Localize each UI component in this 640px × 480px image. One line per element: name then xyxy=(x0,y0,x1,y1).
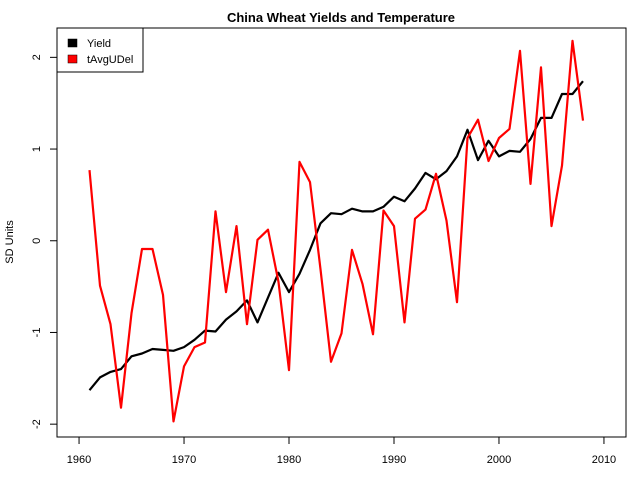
series-tavgudel xyxy=(88,39,585,423)
x-tick-label: 1970 xyxy=(172,454,196,466)
legend-swatch-yield xyxy=(67,38,78,48)
y-axis-label: SD Units xyxy=(4,220,16,264)
legend-box xyxy=(56,27,144,73)
y-tick-label: 2 xyxy=(31,54,43,60)
x-tick-label: 2010 xyxy=(592,454,616,466)
x-tick-label: 1960 xyxy=(67,454,91,466)
series-line-tavgudel xyxy=(88,39,585,423)
series-yield xyxy=(88,80,584,391)
x-axis: 1960 1970 1980 1990 2000 2010 xyxy=(67,437,616,466)
legend-label-yield: Yield xyxy=(87,38,111,50)
legend: Yield tAvgUDel xyxy=(56,27,144,73)
x-tick-label: 1980 xyxy=(277,454,301,466)
y-axis: -2 -1 0 1 2 xyxy=(31,54,57,429)
x-tick-label: 2000 xyxy=(487,454,511,466)
x-tick-label: 1990 xyxy=(382,454,406,466)
chart-title: China Wheat Yields and Temperature xyxy=(227,10,455,25)
y-tick-label: -2 xyxy=(31,419,43,429)
series-group xyxy=(88,39,585,423)
y-tick-label: 1 xyxy=(31,146,43,152)
legend-swatch-tavgudel xyxy=(67,54,78,64)
y-tick-label: -1 xyxy=(31,328,43,338)
legend-label-tavgudel: tAvgUDel xyxy=(87,54,133,66)
series-line-yield xyxy=(88,80,584,391)
plot-frame xyxy=(56,27,627,438)
y-tick-label: 0 xyxy=(31,238,43,244)
